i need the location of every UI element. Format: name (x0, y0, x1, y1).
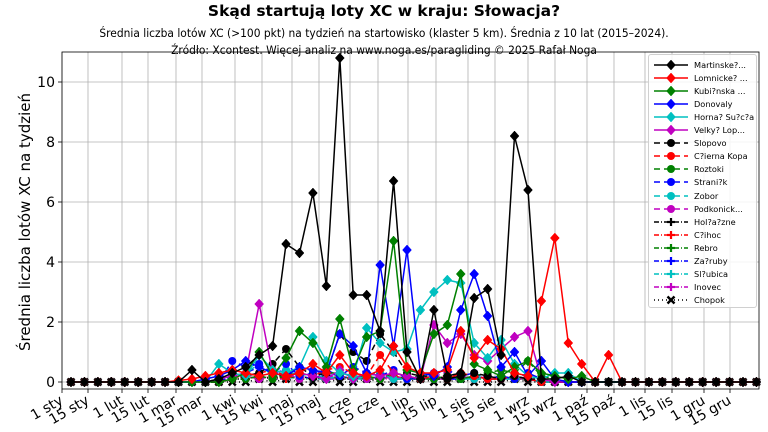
legend-item: Sl?ubica (653, 268, 728, 281)
chart-subtitle: Średnia liczba lotów XC (>100 pkt) na ty… (99, 26, 669, 40)
legend-item: Rebro (653, 241, 718, 254)
series-martinske- (66, 52, 762, 388)
legend-item: Strani?k (653, 176, 727, 189)
plot-frame (61, 51, 760, 390)
y-tick-label: 6 (46, 195, 55, 211)
circle-marker-icon (654, 178, 688, 187)
diamond-marker-icon (654, 72, 688, 83)
plus-marker-icon (654, 230, 688, 239)
diamond-marker-icon (654, 98, 688, 109)
legend-item: Hol?a?zne (653, 215, 736, 228)
legend-label: Strani?k (694, 177, 728, 188)
circle-marker-icon (654, 139, 688, 148)
legend-label: Velky? Lop... (694, 125, 745, 135)
diamond-marker-icon (654, 111, 688, 122)
chart-source: Źródło: Xcontest. Więcej analiz na www.n… (171, 43, 597, 57)
circle-marker-icon (654, 191, 688, 200)
legend-item: Lomnicke? ... (653, 71, 748, 84)
legend-item: Inovec (653, 281, 721, 294)
chart-title: Skąd startują loty XC w kraju: Słowacja? (207, 2, 561, 20)
diamond-marker-icon (654, 59, 688, 70)
x-marker-icon (654, 295, 688, 305)
legend-item: Slopovo (653, 137, 727, 150)
legend-item: Donovaly (653, 97, 733, 110)
y-tick-label: 4 (46, 255, 55, 271)
legend-label: Chopok (694, 295, 725, 306)
legend-label: C?ihoc (694, 229, 722, 240)
circle-marker-icon (654, 204, 688, 213)
circle-marker-icon (654, 152, 688, 161)
legend-label: Zobor (694, 190, 719, 201)
diamond-marker-icon (654, 85, 688, 96)
legend-label: Lomnicke? ... (694, 72, 748, 83)
legend-item: Martinske?... (653, 58, 746, 71)
legend-item: C?ihoc (653, 228, 721, 241)
legend-label: Kubi?nska ... (694, 85, 746, 96)
y-tick-label: 10 (37, 75, 55, 91)
circle-marker-icon (654, 165, 688, 174)
legend-item: Podkonick... (653, 202, 743, 215)
legend: Martinske?... Lomnicke? ... Kubi?nska ... D… (648, 54, 757, 308)
legend-label: Slopovo (694, 138, 727, 149)
legend-label: Rebro (694, 242, 718, 253)
y-axis-ticks: 0 2 4 6 8 10 (37, 75, 62, 391)
legend-item: Velky? Lop... (653, 124, 745, 137)
legend-item: Roztoki (653, 163, 724, 176)
y-tick-label: 8 (46, 135, 55, 151)
plus-marker-icon (654, 270, 688, 279)
legend-item: Za?ruby (653, 255, 728, 268)
plus-marker-icon (654, 283, 688, 292)
legend-label: Sl?ubica (694, 269, 728, 280)
legend-item: Kubi?nska ... (653, 84, 745, 97)
legend-label: Za?ruby (694, 256, 728, 266)
y-tick-label: 2 (46, 315, 55, 331)
legend-label: Roztoki (694, 164, 724, 175)
legend-label: C?ierna Kopa (694, 151, 748, 162)
legend-label: Hol?a?zne (694, 216, 736, 227)
legend-item: Zobor (653, 189, 718, 202)
legend-label: Donovaly (694, 98, 733, 109)
legend-item: Horna? Su?c?a (653, 110, 754, 123)
diamond-marker-icon (654, 125, 688, 135)
y-tick-label: 0 (46, 375, 55, 391)
legend-label: Podkonick... (694, 203, 743, 214)
legend-item: Chopok (653, 294, 725, 307)
legend-label: Martinske?... (694, 59, 747, 70)
plus-marker-icon (654, 243, 688, 252)
legend-item: C?ierna Kopa (653, 150, 748, 163)
plus-marker-icon (654, 257, 688, 265)
legend-label: Horna? Su?c?a (694, 111, 755, 122)
plus-marker-icon (654, 217, 688, 226)
legend-label: Inovec (694, 282, 721, 293)
